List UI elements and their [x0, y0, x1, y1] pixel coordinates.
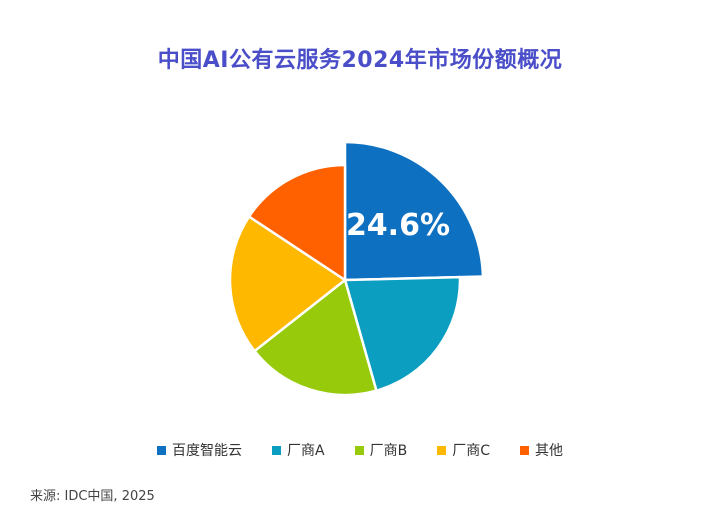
legend-item-others: 其他 — [519, 440, 563, 460]
legend-item-vendor-a: 厂商A — [272, 440, 325, 460]
legend-label-vendor-a: 厂商A — [287, 443, 325, 459]
legend-label-vendor-b: 厂商B — [369, 443, 408, 459]
legend-swatch-baidu — [157, 445, 167, 455]
legend-label-baidu: 百度智能云 — [172, 443, 243, 459]
pie-slice-vendor-b — [253, 278, 378, 397]
legend: 百度智能云 厂商A 厂商B 厂商C 其他 — [0, 440, 720, 460]
legend-swatch-vendor-c — [437, 445, 447, 455]
source-note: 来源: IDC中国, 2025 — [30, 489, 155, 504]
legend-label-others: 其他 — [534, 443, 563, 459]
legend-swatch-vendor-a — [272, 445, 282, 455]
pie-data-label-baidu: 24.6% — [346, 208, 450, 243]
legend-item-vendor-c: 厂商C — [437, 440, 490, 460]
pie-slice-others — [247, 163, 347, 282]
pie-slice-baidu — [343, 140, 485, 282]
legend-item-vendor-b: 厂商B — [354, 440, 408, 460]
legend-item-baidu: 百度智能云 — [157, 440, 242, 460]
legend-swatch-vendor-b — [354, 445, 364, 455]
chart-title: 中国AI公有云服务2024年市场份额概况 — [157, 48, 563, 73]
pie-slice-vendor-c — [228, 215, 347, 353]
legend-label-vendor-c: 厂商C — [452, 443, 490, 459]
pie-slice-vendor-a — [343, 275, 462, 392]
legend-swatch-others — [519, 445, 529, 455]
